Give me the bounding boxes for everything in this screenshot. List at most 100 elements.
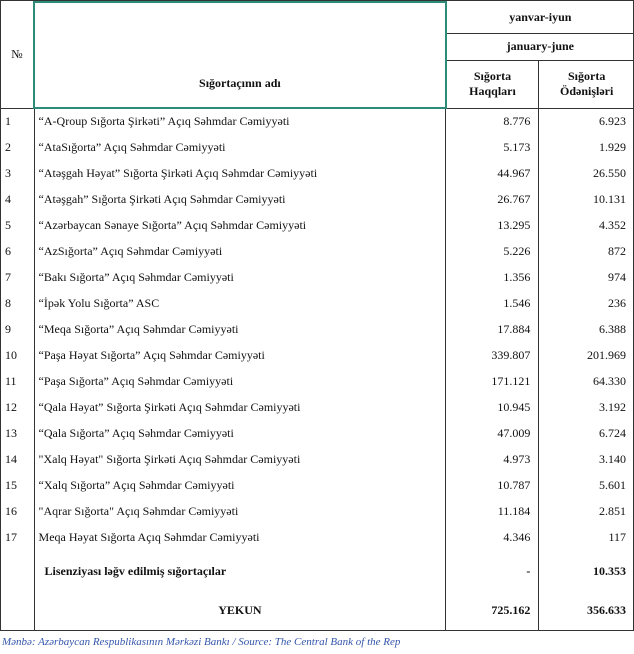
payments-value: 10.131 bbox=[538, 186, 634, 212]
payments-value: 6.923 bbox=[538, 108, 634, 134]
row-number: 8 bbox=[5, 295, 11, 310]
data-row: 9 “Meqa Sığorta” Açıq Səhmdar Cəmiyyəti 17… bbox=[1, 316, 634, 342]
company-name: “Azərbaycan Sənaye Sığorta” Açıq Səhmdar… bbox=[33, 212, 446, 238]
company-name: “Bakı Sığorta” Açıq Səhmdar Cəmiyyəti bbox=[33, 264, 446, 290]
data-row: 5 “Azərbaycan Sənaye Sığorta” Açıq Səhmda… bbox=[1, 212, 634, 238]
company-name: “Atəşgah Həyat” Sığorta Şirkəti Açıq Səh… bbox=[33, 160, 446, 186]
data-row: 3 “Atəşgah Həyat” Sığorta Şirkəti Açıq Sə… bbox=[1, 160, 634, 186]
payments-value: 872 bbox=[538, 238, 634, 264]
row-number: 4 bbox=[5, 191, 11, 206]
source-az: Mənbə: Azərbaycan Respublikasının Mərkəz… bbox=[2, 635, 230, 648]
payments-value: 5.601 bbox=[538, 472, 634, 498]
company-name: “Paşa Sığorta” Açıq Səhmdar Cəmiyyəti bbox=[33, 368, 446, 394]
company-name: “Meqa Sığorta” Açıq Səhmdar Cəmiyyəti bbox=[33, 316, 446, 342]
data-row: 12 “Qala Həyat” Sığorta Şirkəti Açıq Səhm… bbox=[1, 394, 634, 420]
data-row: 15 “Xalq Sığorta” Açıq Səhmdar Cəmiyyəti 1… bbox=[1, 472, 634, 498]
data-row: 1 “A-Qroup Sığorta Şirkəti” Açıq Səhmdar … bbox=[1, 108, 634, 134]
premiums-value: 4.346 bbox=[445, 524, 539, 550]
company-name: "Xalq Həyat" Sığorta Şirkəti Açıq Səhmda… bbox=[33, 446, 446, 472]
payments-header: Sığorta Ödənişləri bbox=[538, 60, 634, 109]
data-row: 7 “Bakı Sığorta” Açıq Səhmdar Cəmiyyəti 1.… bbox=[1, 264, 634, 290]
company-name: “A-Qroup Sığorta Şirkəti” Açıq Səhmdar C… bbox=[33, 108, 446, 134]
premiums-value: 171.121 bbox=[445, 368, 539, 394]
payments-value: 26.550 bbox=[538, 160, 634, 186]
row-number: 9 bbox=[5, 321, 11, 336]
data-row: 11 “Paşa Sığorta” Açıq Səhmdar Cəmiyyəti 1… bbox=[1, 368, 634, 394]
row-number: 1 bbox=[5, 113, 11, 128]
payments-value: 236 bbox=[538, 290, 634, 316]
row-number: 2 bbox=[5, 139, 11, 154]
premiums-value: 5.173 bbox=[445, 134, 539, 160]
company-name: “Qala Sığorta” Açıq Səhmdar Cəmiyyəti bbox=[33, 420, 446, 446]
revoked-premiums: - bbox=[445, 550, 539, 592]
company-name: “AtaSığorta” Açıq Səhmdar Cəmiyyəti bbox=[33, 134, 446, 160]
payments-value: 1.929 bbox=[538, 134, 634, 160]
total-payments: 356.633 bbox=[538, 592, 634, 630]
data-row: 14 "Xalq Həyat" Sığorta Şirkəti Açıq Səhm… bbox=[1, 446, 634, 472]
company-name: “AzSığorta” Açıq Səhmdar Cəmiyyəti bbox=[33, 238, 446, 264]
premiums-value: 44.967 bbox=[445, 160, 539, 186]
row-number: 16 bbox=[5, 503, 17, 518]
data-row: 2 “AtaSığorta” Açıq Səhmdar Cəmiyyəti 5.17… bbox=[1, 134, 634, 160]
revoked-label: Lisenziyası ləğv edilmiş sığortaçılar bbox=[33, 550, 446, 592]
empty-cell bbox=[1, 592, 34, 630]
data-row: 13 “Qala Sığorta” Açıq Səhmdar Cəmiyyəti 4… bbox=[1, 420, 634, 446]
premiums-value: 17.884 bbox=[445, 316, 539, 342]
payments-value: 3.192 bbox=[538, 394, 634, 420]
payments-value: 117 bbox=[538, 524, 634, 550]
premiums-value: 1.546 bbox=[445, 290, 539, 316]
payments-value: 201.969 bbox=[538, 342, 634, 368]
name-header: Sığortaçının adı bbox=[33, 1, 447, 109]
payments-value: 4.352 bbox=[538, 212, 634, 238]
row-number: 3 bbox=[5, 165, 11, 180]
premiums-value: 8.776 bbox=[445, 108, 539, 134]
premiums-value: 4.973 bbox=[445, 446, 539, 472]
data-row: 17 Meqa Həyat Sığorta Açıq Səhmdar Cəmiyy… bbox=[1, 524, 634, 550]
payments-value: 6.388 bbox=[538, 316, 634, 342]
total-row: YEKUN 725.162 356.633 bbox=[1, 592, 634, 630]
premiums-value: 10.945 bbox=[445, 394, 539, 420]
premiums-value: 13.295 bbox=[445, 212, 539, 238]
number-header: № bbox=[1, 2, 35, 109]
company-name: “Paşa Həyat Sığorta” Açıq Səhmdar Cəmiyy… bbox=[33, 342, 446, 368]
premiums-value: 5.226 bbox=[445, 238, 539, 264]
payments-value: 64.330 bbox=[538, 368, 634, 394]
source-en: / Source: The Central Bank of the Rep bbox=[232, 635, 401, 648]
row-number: 17 bbox=[5, 529, 17, 544]
empty-cell bbox=[1, 550, 34, 592]
row-number: 14 bbox=[5, 451, 17, 466]
row-number: 6 bbox=[5, 243, 11, 258]
row-number: 5 bbox=[5, 217, 11, 232]
premiums-value: 11.184 bbox=[445, 498, 539, 524]
source-note: Mənbə: Azərbaycan Respublikasının Mərkəz… bbox=[0, 631, 634, 654]
premiums-value: 10.787 bbox=[445, 472, 539, 498]
row-number: 11 bbox=[5, 373, 17, 388]
company-name: “Qala Həyat” Sığorta Şirkəti Açıq Səhmda… bbox=[33, 394, 446, 420]
premiums-value: 1.356 bbox=[445, 264, 539, 290]
payments-value: 974 bbox=[538, 264, 634, 290]
revoked-payments: 10.353 bbox=[538, 550, 634, 592]
table-frame: № Sığortaçının adı yanvar-iyun january-j… bbox=[0, 0, 634, 631]
revoked-row: Lisenziyası ləğv edilmiş sığortaçılar -10… bbox=[1, 550, 634, 592]
data-row: 6 “AzSığorta” Açıq Səhmdar Cəmiyyəti 5.226… bbox=[1, 238, 634, 264]
data-row: 4 “Atəşgah” Sığorta Şirkəti Açıq Səhmdar … bbox=[1, 186, 634, 212]
row-number: 12 bbox=[5, 399, 17, 414]
premiums-value: 26.767 bbox=[445, 186, 539, 212]
company-name: "Aqrar Sığorta" Açıq Səhmdar Cəmiyyəti bbox=[33, 498, 446, 524]
premiums-value: 47.009 bbox=[445, 420, 539, 446]
data-row: 8 “İpək Yolu Sığorta” ASC 1.546 236 bbox=[1, 290, 634, 316]
premiums-value: 339.807 bbox=[445, 342, 539, 368]
company-name: Meqa Həyat Sığorta Açıq Səhmdar Cəmiyyət… bbox=[33, 524, 446, 550]
company-name: “Atəşgah” Sığorta Şirkəti Açıq Səhmdar C… bbox=[33, 186, 446, 212]
row-number: 7 bbox=[5, 269, 11, 284]
payments-value: 6.724 bbox=[538, 420, 634, 446]
row-number: 10 bbox=[5, 347, 17, 362]
payments-value: 2.851 bbox=[538, 498, 634, 524]
premiums-header: Sığorta Haqqları bbox=[445, 60, 539, 109]
data-row: 10 “Paşa Həyat Sığorta” Açıq Səhmdar Cəmi… bbox=[1, 342, 634, 368]
period-en: january-june bbox=[445, 33, 634, 61]
total-premiums: 725.162 bbox=[445, 592, 539, 630]
payments-value: 3.140 bbox=[538, 446, 634, 472]
total-label: YEKUN bbox=[33, 592, 446, 630]
